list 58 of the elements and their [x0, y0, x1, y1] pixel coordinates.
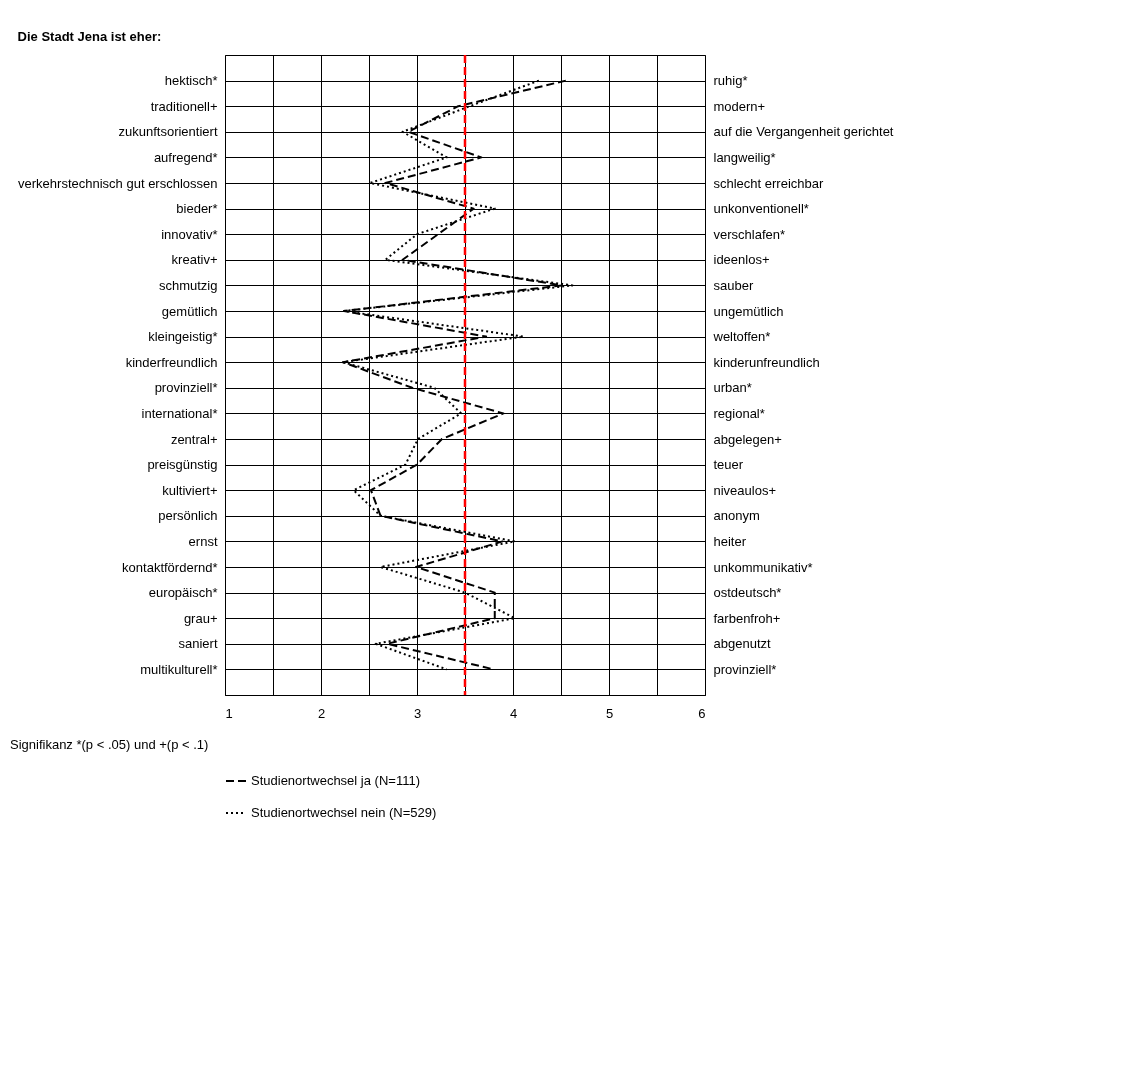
y2-tick-label: ostdeutsch*	[713, 585, 782, 601]
y-tick-label: ernst	[188, 533, 218, 549]
y2-tick-label: verschlafen*	[713, 226, 786, 242]
y-tick-label: multikulturell*	[140, 661, 218, 677]
y-tick-label: traditionell+	[150, 98, 218, 114]
y2-tick-label: farbenfroh+	[713, 610, 781, 626]
y2-tick-label: schlecht erreichbar	[713, 175, 824, 191]
x-tick-label: 6	[698, 705, 706, 721]
y2-tick-label: ungemütlich	[713, 303, 784, 319]
text: Signifikanz *(p < .05) und +(p < .1)	[10, 737, 209, 752]
y2-tick-label: langweilig*	[713, 149, 776, 165]
y-tick-label: zukunftsorientiert	[118, 124, 218, 140]
y2-tick-label: heiter	[713, 533, 747, 549]
y-tick-label: preisgünstig	[147, 457, 218, 473]
y2-tick-label: weltoffen*	[712, 329, 771, 345]
legend-label: Studienortwechsel ja (N=111)	[251, 773, 420, 788]
y-tick-label: zentral+	[170, 431, 218, 447]
x-tick-label: 3	[413, 705, 422, 721]
y2-tick-label: regional*	[713, 405, 765, 421]
y-tick-label: international*	[141, 405, 218, 421]
x-tick-label: 5	[605, 705, 614, 721]
y2-tick-label: provinziell*	[713, 661, 777, 677]
y-tick-label: hektisch*	[164, 73, 218, 89]
y2-tick-label: unkonventionell*	[713, 201, 809, 217]
y-tick-label: kleingeistig*	[148, 329, 218, 345]
y-tick-label: kinderfreundlich	[125, 354, 218, 370]
x-tick-label: 1	[225, 705, 233, 721]
y-tick-label: gemütlich	[161, 303, 218, 319]
y2-tick-label: kinderunfreundlich	[713, 354, 820, 370]
y2-tick-label: abgenutzt	[713, 636, 771, 652]
y2-tick-label: ruhig*	[713, 73, 748, 89]
y-tick-label: bieder*	[176, 201, 218, 217]
y-tick-label: europäisch*	[148, 585, 218, 601]
y-tick-label: saniert	[178, 636, 218, 652]
y2-tick-label: teuer	[713, 457, 744, 473]
y-tick-label: persönlich	[158, 508, 218, 524]
y-tick-label: kreativ+	[171, 252, 218, 268]
y2-tick-label: abgelegen+	[713, 431, 782, 447]
y2-tick-label: niveaulos+	[713, 482, 777, 498]
y-tick-label: provinziell*	[154, 380, 218, 396]
y-tick-label: aufregend*	[153, 149, 218, 165]
y-tick-label: kultiviert+	[162, 482, 218, 498]
y2-tick-label: auf die Vergangenheit gerichtet	[713, 124, 894, 140]
y2-tick-label: anonym	[713, 508, 760, 524]
y2-tick-label: unkommunikativ*	[713, 559, 813, 575]
y-tick-label: kontaktfördernd*	[122, 559, 218, 575]
x-tick-label: 4	[509, 705, 518, 721]
y2-tick-label: urban*	[713, 380, 752, 396]
text: Die Stadt Jena ist eher:	[17, 28, 162, 44]
y-tick-label: schmutzig	[158, 277, 218, 293]
y-tick-label: innovativ*	[161, 226, 218, 242]
y2-tick-label: sauber	[713, 277, 754, 293]
y2-tick-label: modern+	[713, 98, 766, 114]
y2-tick-label: ideenlos+	[713, 252, 770, 268]
y-tick-label: grau+	[183, 610, 218, 626]
legend-label: Studienortwechsel nein (N=529)	[251, 805, 437, 820]
x-tick-label: 2	[317, 705, 326, 721]
y-tick-label: verkehrstechnisch gut erschlossen	[18, 175, 218, 191]
